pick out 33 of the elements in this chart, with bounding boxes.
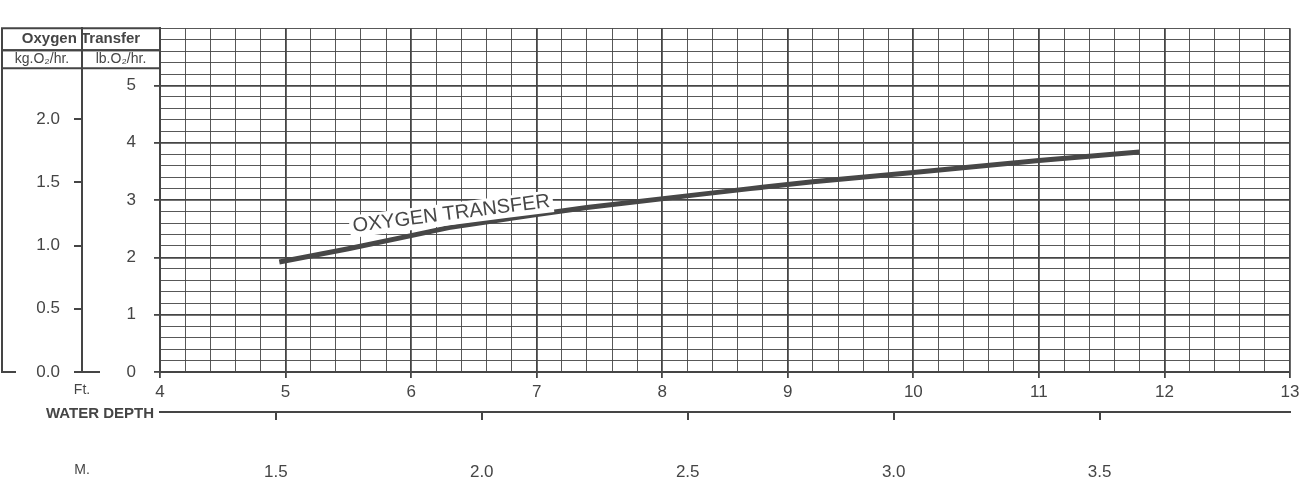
text: OXYGEN TRANSFER [351, 189, 551, 237]
y-tick-label: 1 [126, 304, 136, 324]
x-tick-label: 6 [406, 381, 416, 401]
x-tick-label: 9 [783, 381, 793, 401]
y2-tick-label: 1.0 [36, 235, 60, 255]
x-tick-label: 8 [657, 381, 667, 401]
y-tick-label: 4 [126, 132, 136, 152]
x2-tick-label: 1.5 [263, 461, 288, 481]
x-tick-label: 5 [280, 381, 291, 401]
x2-tick-label: 3.0 [881, 461, 906, 481]
y2-tick-label: 2.0 [36, 108, 60, 128]
y-tick-label: 2 [126, 247, 136, 267]
y2-tick-label: 0.5 [36, 298, 60, 318]
y-tick-label: 5 [126, 75, 136, 95]
y2-tick-label: 1.5 [36, 172, 60, 192]
x2-tick-label: 2.0 [469, 461, 494, 481]
y2-tick-label: 0.0 [36, 361, 60, 381]
y-tick-label: 0 [126, 361, 136, 381]
y-axis-title: lb.O₂/hr. [95, 50, 147, 67]
chart-title: Oxygen Transfer [21, 29, 141, 47]
x-axis-title: Ft. [73, 380, 91, 397]
x-tick-label: 11 [1030, 381, 1048, 401]
x-tick-label: 4 [155, 381, 165, 401]
x-tick-label: 12 [1154, 381, 1174, 401]
x-tick-label: 13 [1280, 381, 1300, 401]
text: WATER DEPTH [45, 404, 154, 422]
x2-tick-label: 3.5 [1087, 461, 1112, 481]
x2-axis-title: M. [74, 460, 90, 477]
x2-tick-label: 2.5 [675, 461, 700, 481]
y-tick-label: 3 [126, 189, 136, 209]
y2-axis-title: kg.O₂/hr. [14, 50, 70, 67]
x-tick-label: 10 [903, 381, 923, 401]
x-tick-label: 7 [531, 381, 542, 401]
